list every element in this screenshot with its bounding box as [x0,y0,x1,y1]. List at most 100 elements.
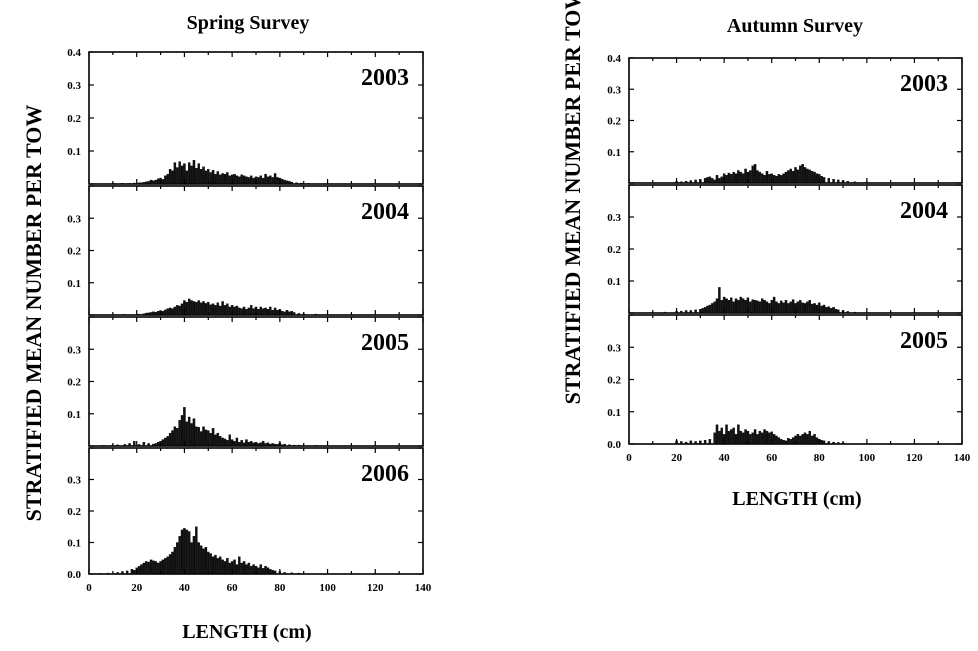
autumn-2005-bar [806,434,809,445]
spring-2004-bar [264,307,267,316]
spring-2006-bar [190,542,193,575]
spring-2005-bar [297,444,301,447]
spring-2006-bar [269,569,272,575]
spring-2006-bar [209,553,212,575]
spring-2006-bar [106,572,110,575]
autumn-2004-bar [777,303,781,314]
spring-2003-bar [209,172,212,185]
autumn-2003-bar [689,180,693,184]
spring-y-tick-label: 0.4 [67,47,81,59]
spring-2003-bar [295,182,298,185]
spring-2003-bar [238,176,241,185]
autumn-2004-bar [720,300,723,314]
spring-y-tick-label: 0.2 [67,506,81,518]
spring-2005-bar [199,431,203,447]
spring-2004-bar [202,301,205,316]
spring-2004-bar [223,305,227,316]
autumn-2003-bar [753,164,757,184]
spring-2003-bar [137,182,141,185]
autumn-panel-2005: 0.0 0.1 0.2 0.3 2005 0 20 40 60 80 100 120 140 [607,314,971,464]
spring-2005-bar [250,441,253,447]
spring-x-tick-label: 0 [86,582,92,594]
spring-2005-bar [156,441,160,447]
spring-2003-bar [283,179,286,185]
autumn-2003-bar [772,175,776,184]
spring-2003-bar [235,175,239,185]
spring-2005-bar [161,439,165,447]
autumn-2003-bar [853,181,857,184]
spring-2003-bar [252,177,255,185]
spring-2003-bar [202,166,205,185]
spring-2004-bar [257,309,260,316]
spring-2003-bar [273,173,277,185]
autumn-2004-bar [753,300,757,314]
spring-2005-bar [238,441,241,447]
spring-2005-bar [178,420,181,447]
spring-2005-bar [218,436,222,447]
autumn-2005-bar [813,434,816,445]
autumn-x-tick-label: 60 [766,452,778,464]
autumn-2003-bar [820,175,823,184]
autumn-2003-bar [791,170,795,184]
spring-2003-bar [266,176,270,185]
autumn-2003-bar [765,170,769,184]
autumn-2003-bar [694,179,697,184]
autumn-2003-bar [777,174,781,184]
spring-2006-bar [140,564,143,575]
autumn-2005-bar [789,439,792,445]
spring-y-tick-label: 0.3 [67,213,81,225]
autumn-2004-bar [689,310,693,314]
autumn-2005-bar [803,432,807,445]
spring-2005-bar [216,432,220,447]
autumn-2005-bar [684,441,688,445]
spring-2004-bar [226,303,229,316]
spring-2005-bar [183,407,186,447]
autumn-2004-bar [730,297,733,314]
autumn-y-tick-label: 0.0 [607,439,621,451]
autumn-2004-bar [763,300,766,314]
spring-2004-bar [199,302,203,316]
spring-2006-bar [130,569,134,575]
autumn-2003-bar [782,173,785,184]
autumn-2004-bar [680,310,683,314]
spring-2003-bar [187,162,191,185]
spring-2004-bar [211,303,215,316]
autumn-2005-bar [780,439,783,445]
spring-y-tick-label: 0.3 [67,475,81,487]
spring-2003-bar [233,173,236,185]
autumn-2003-bar [808,169,811,184]
autumn-2004-bar [732,301,735,314]
spring-2005-bar [147,443,150,447]
autumn-2004-bar [799,300,802,314]
spring-2004-bar [187,298,191,316]
spring-2003-bar [140,182,143,185]
autumn-2005-bar [827,441,831,445]
autumn-y-tick-label: 0.3 [607,84,621,96]
spring-2005-bar [116,444,119,447]
autumn-2005-bar [758,430,762,445]
autumn-2004-bar [708,304,712,314]
spring-2004-bar [173,306,177,316]
autumn-2005-bar [713,432,716,445]
spring-2004-bar [281,310,284,316]
spring-2005-bar [133,441,136,447]
spring-2006-bar [223,561,227,575]
autumn-2003-bar [846,180,850,184]
autumn-2003-bar [780,175,783,184]
spring-2005-bar [166,436,169,447]
spring-2003-bar [245,176,248,185]
spring-2006-bar [187,531,191,575]
autumn-2003-bar [730,174,733,184]
autumn-2005-bar [720,427,723,445]
spring-2005-bar [221,437,224,447]
spring-year-label-2004: 2004 [361,199,409,225]
autumn-2005-bar [680,441,683,445]
autumn-2004-bar [737,300,740,314]
spring-2005-bar [259,442,263,447]
spring-2006-bar [183,528,186,575]
spring-2003-bar [247,177,251,185]
spring-y-axis-label: STRATIFIED MEAN NUMBER PER TOW [21,105,46,522]
spring-2004-bar [276,310,279,316]
spring-2003-bar [190,165,193,185]
autumn-2004-bar [715,298,719,314]
